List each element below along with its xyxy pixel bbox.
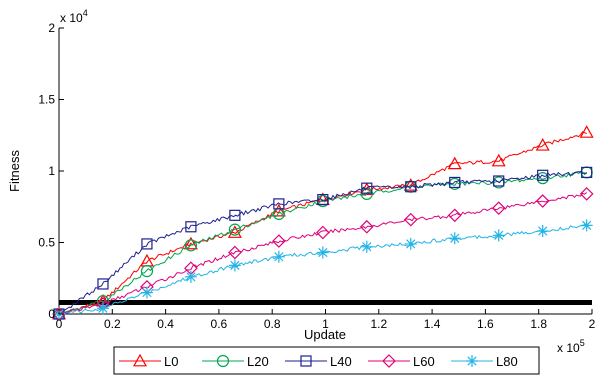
data-point-l80 xyxy=(272,250,285,263)
x-tick-label: 0.2 xyxy=(104,317,121,331)
data-point-l80 xyxy=(580,219,593,232)
data-point-l40 xyxy=(229,209,241,221)
legend-label-l20: L20 xyxy=(247,354,269,369)
data-point-l0 xyxy=(535,138,550,151)
series-l20 xyxy=(52,166,593,321)
data-point-l40 xyxy=(493,175,505,187)
legend-marker-l40 xyxy=(300,355,312,367)
x-tick-label: 0.4 xyxy=(157,317,174,331)
y-tick-label: 1 xyxy=(48,164,55,178)
data-point-l60 xyxy=(403,212,418,227)
legend-label-l80: L80 xyxy=(496,354,518,369)
data-point-l80 xyxy=(184,270,197,283)
legend-marker-l60 xyxy=(382,354,396,368)
data-point-l60 xyxy=(491,201,506,216)
x-tick-label: 0.6 xyxy=(211,317,228,331)
data-point-l20 xyxy=(228,223,241,236)
data-point-l40 xyxy=(581,166,593,179)
data-point-l0 xyxy=(271,203,286,217)
series-line-l40 xyxy=(58,171,587,315)
data-point-l0 xyxy=(491,153,506,167)
series-l80 xyxy=(53,219,593,320)
data-point-l80 xyxy=(448,232,461,245)
x-tick-label: 1.2 xyxy=(370,317,387,331)
data-point-l80 xyxy=(404,237,417,250)
y-multiplier-exponent: 4 xyxy=(83,8,88,18)
data-point-l80 xyxy=(536,225,549,238)
y-multiplier: x 104 xyxy=(60,8,88,25)
legend-label-l60: L60 xyxy=(413,354,435,369)
data-point-l20 xyxy=(184,239,198,252)
data-point-l60 xyxy=(447,208,462,223)
x-tick-label: 0 xyxy=(56,317,63,331)
data-point-l80 xyxy=(96,302,109,315)
data-point-l0 xyxy=(227,225,242,238)
data-point-l0 xyxy=(447,156,462,170)
x-multiplier-base: x 10 xyxy=(557,341,580,355)
data-point-l60 xyxy=(315,225,330,240)
data-point-l0 xyxy=(403,178,418,191)
x-tick-label: 0.8 xyxy=(264,317,281,331)
data-point-l40 xyxy=(273,198,285,210)
data-point-l40 xyxy=(405,181,417,193)
data-point-l60 xyxy=(535,194,550,208)
data-point-l80 xyxy=(360,240,373,253)
data-point-l40 xyxy=(141,238,153,250)
legend-marker-l0 xyxy=(132,353,148,367)
data-point-l80 xyxy=(492,229,505,242)
y-multiplier-base: x 10 xyxy=(60,11,83,25)
legend-label-l0: L0 xyxy=(164,354,178,369)
y-tick-label: 0.5 xyxy=(38,236,55,250)
data-point-l40 xyxy=(537,169,549,181)
y-tick-label: 0 xyxy=(48,307,55,321)
data-point-l60 xyxy=(579,187,594,201)
legend: L0 L20 L40 L60 L80 xyxy=(113,346,540,375)
y-tick-label: 1.5 xyxy=(38,93,55,107)
series-l40 xyxy=(53,166,593,320)
data-point-l40 xyxy=(97,278,109,290)
data-point-l40 xyxy=(185,221,197,233)
x-multiplier: x 105 xyxy=(557,338,585,355)
legend-marker-l20 xyxy=(216,354,230,368)
data-point-l40 xyxy=(449,176,461,189)
x-axis-label: Update xyxy=(304,327,346,342)
x-tick-label: 1 xyxy=(322,317,329,331)
data-point-l80 xyxy=(140,286,153,299)
y-axis-label: Fitness xyxy=(7,150,22,192)
data-point-l60 xyxy=(272,234,286,248)
x-multiplier-exponent: 5 xyxy=(580,338,585,348)
x-tick-label: 1.4 xyxy=(424,317,441,331)
y-tick-label: 2 xyxy=(48,21,55,35)
data-point-l60 xyxy=(228,245,242,260)
legend-marker-l80 xyxy=(466,355,478,367)
x-tick-label: 1.8 xyxy=(530,317,547,331)
legend-label-l40: L40 xyxy=(330,354,352,369)
data-point-l40 xyxy=(361,182,373,194)
x-tick-label: 1.6 xyxy=(477,317,494,331)
data-point-l0 xyxy=(579,125,594,138)
data-point-l20 xyxy=(140,265,154,278)
x-tick-label: 2 xyxy=(589,317,596,331)
data-point-l80 xyxy=(228,259,241,272)
data-point-l60 xyxy=(359,219,374,234)
series-line-l0 xyxy=(58,131,587,315)
data-point-l40 xyxy=(317,194,329,206)
data-point-l80 xyxy=(316,246,329,259)
